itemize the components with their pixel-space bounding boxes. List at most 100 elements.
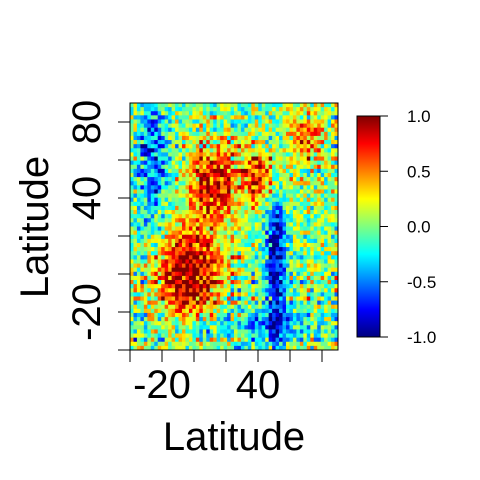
heatmap-cell [175, 247, 179, 252]
heatmap-cell [244, 288, 249, 293]
heatmap-cell [320, 201, 325, 207]
heatmap-cell [244, 197, 249, 203]
heatmap-cell [324, 172, 328, 178]
heatmap-cell [161, 312, 166, 318]
heatmap-cell [331, 214, 335, 219]
heatmap-cell [164, 123, 169, 129]
heatmap-cell [227, 312, 231, 318]
heatmap-cell [216, 251, 221, 256]
heatmap-cell [161, 103, 166, 108]
heatmap-cell [313, 193, 318, 199]
heatmap-cell [296, 275, 301, 281]
heatmap-cell [289, 152, 294, 157]
heatmap-cell [296, 172, 301, 178]
heatmap-cell [220, 242, 224, 248]
heatmap-cell [140, 127, 145, 133]
heatmap-cell [279, 135, 283, 141]
heatmap-cell [223, 308, 228, 314]
heatmap-cell [234, 201, 238, 207]
heatmap-cell [161, 329, 166, 334]
heatmap-cell [254, 222, 259, 227]
heatmap-cell [157, 317, 162, 322]
heatmap-cell [206, 156, 211, 162]
heatmap-cell [310, 103, 315, 108]
heatmap-cell [306, 205, 311, 211]
heatmap-cell [254, 152, 259, 157]
heatmap-cell [303, 230, 308, 236]
heatmap-cell [279, 218, 283, 223]
heatmap-cell [175, 292, 179, 297]
heatmap-cell [150, 140, 155, 145]
heatmap-cell [150, 127, 155, 133]
heatmap-cell [168, 255, 172, 260]
heatmap-cell [192, 284, 197, 289]
heatmap-cell [331, 226, 335, 232]
heatmap-cell [175, 177, 179, 182]
heatmap-cell [261, 325, 266, 330]
heatmap-cell [334, 152, 339, 157]
heatmap-cell [258, 259, 263, 264]
heatmap-cell [157, 123, 162, 129]
heatmap-cell [310, 123, 315, 129]
heatmap-cell [206, 284, 211, 289]
heatmap-cell [292, 168, 297, 174]
heatmap-cell [206, 238, 211, 244]
heatmap-cell [206, 275, 211, 281]
heatmap-cell [251, 218, 256, 223]
heatmap-cell [306, 317, 311, 322]
heatmap-cell [331, 160, 335, 166]
heatmap-cell [282, 341, 287, 347]
heatmap-cell [213, 119, 218, 124]
heatmap-cell [258, 127, 263, 133]
heatmap-cell [202, 210, 207, 215]
heatmap-cell [282, 230, 287, 236]
heatmap-cell [140, 181, 145, 186]
heatmap-cell [199, 296, 204, 301]
heatmap-cell [275, 115, 280, 120]
heatmap-cell [230, 226, 235, 232]
heatmap-cell [299, 345, 304, 351]
heatmap-cell [272, 337, 276, 343]
heatmap-cell [171, 329, 176, 334]
heatmap-cell [313, 271, 318, 277]
heatmap-cell [154, 140, 159, 145]
heatmap-cell [130, 341, 134, 347]
heatmap-cell [164, 193, 169, 199]
heatmap-cell [324, 238, 328, 244]
heatmap-cell [150, 197, 155, 203]
heatmap-cell [306, 259, 311, 264]
heatmap-cell [272, 140, 276, 145]
heatmap-cell [247, 168, 252, 174]
heatmap-cell [327, 230, 332, 236]
heatmap-cell [209, 181, 214, 186]
heatmap-cell [133, 193, 138, 199]
heatmap-cell [334, 156, 339, 162]
heatmap-cell [268, 222, 273, 227]
heatmap-cell [206, 242, 211, 248]
heatmap-cell [310, 156, 315, 162]
heatmap-cell [320, 292, 325, 297]
heatmap-cell [192, 275, 197, 281]
heatmap-cell [251, 300, 256, 306]
heatmap-cell [240, 329, 245, 334]
heatmap-cell [251, 111, 256, 116]
heatmap-cell [265, 255, 270, 260]
heatmap-cell [147, 152, 152, 157]
heatmap-cell [147, 337, 152, 343]
heatmap-cell [234, 230, 238, 236]
heatmap-cell [147, 255, 152, 260]
heatmap-cell [202, 160, 207, 166]
heatmap-cell [334, 325, 339, 330]
heatmap-cell [251, 337, 256, 343]
heatmap-cell [306, 312, 311, 318]
heatmap-cell [292, 337, 297, 343]
heatmap-cell [244, 135, 249, 141]
heatmap-cell [182, 144, 186, 149]
heatmap-cell [327, 304, 332, 310]
heatmap-cell [171, 160, 176, 166]
heatmap-cell [234, 218, 238, 223]
heatmap-cell [299, 333, 304, 339]
heatmap-cell [192, 127, 197, 133]
heatmap-cell [310, 317, 315, 322]
heatmap-cell [265, 156, 270, 162]
